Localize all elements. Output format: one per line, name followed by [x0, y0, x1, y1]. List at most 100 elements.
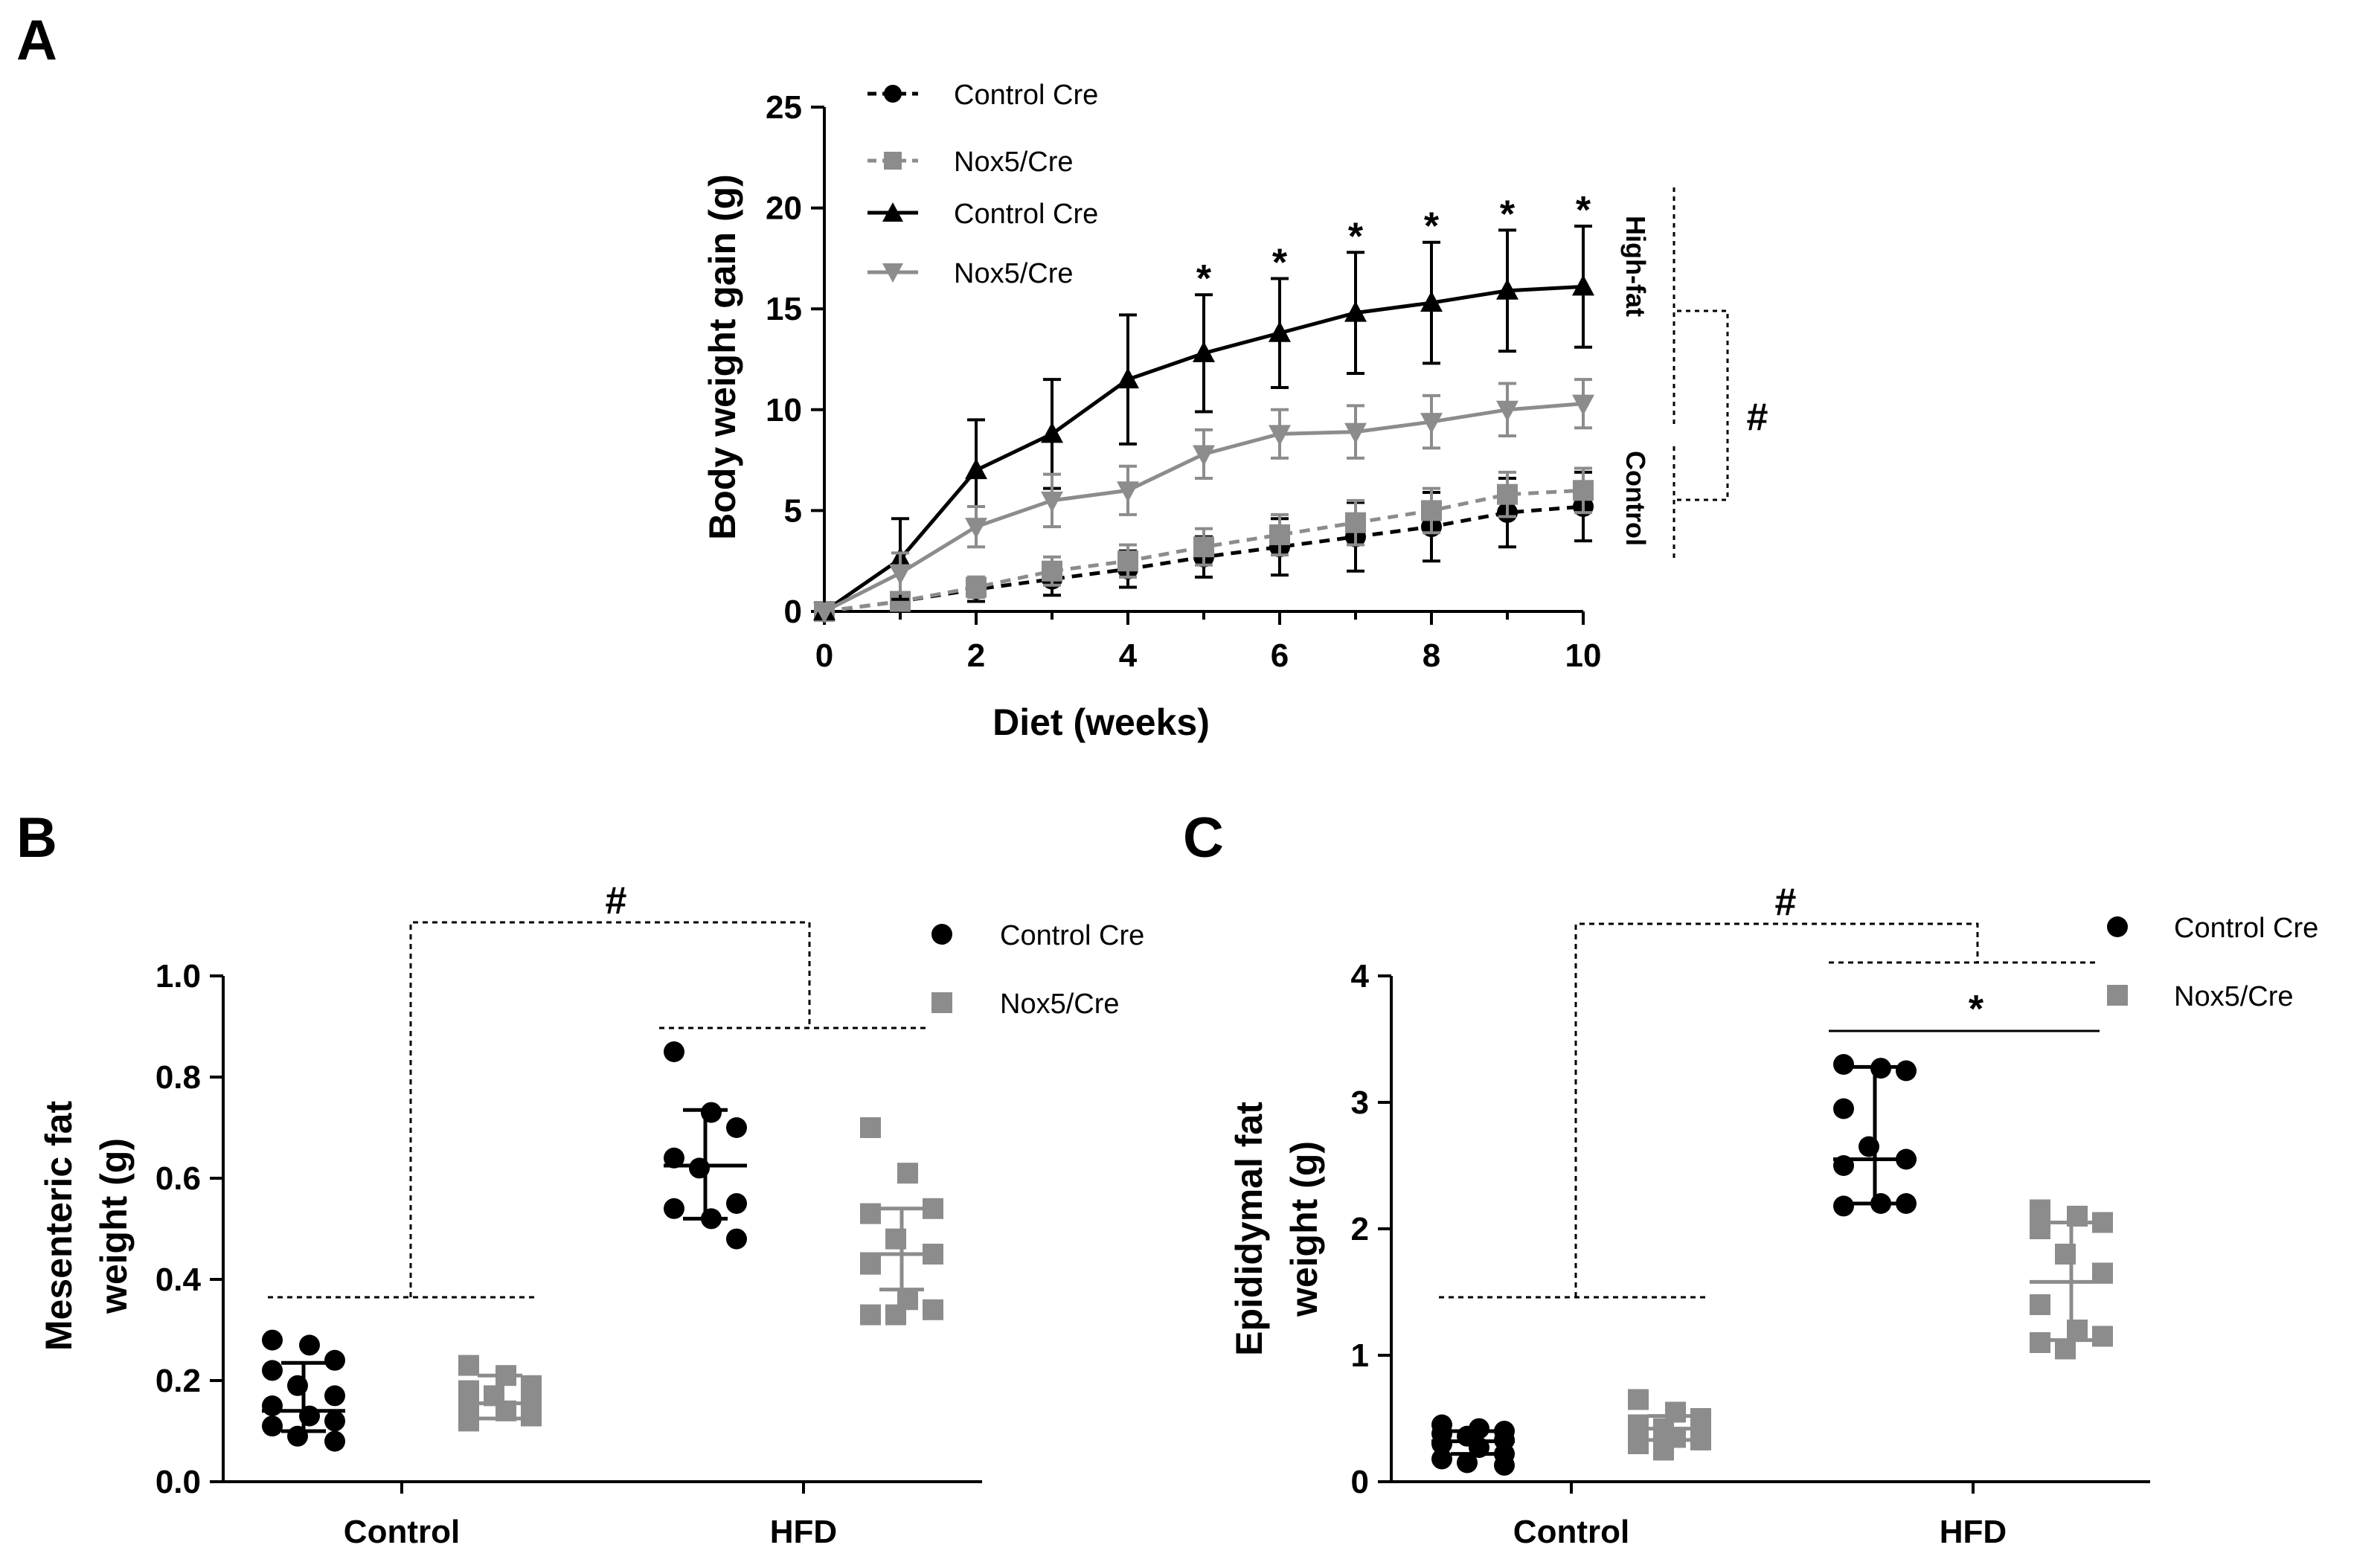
panel-a-data-point — [1117, 550, 1138, 572]
panel-a-data-point — [1344, 301, 1367, 322]
panel-b-data-point — [664, 1147, 684, 1169]
circle-marker-icon — [884, 85, 902, 103]
square-marker-icon — [2107, 985, 2128, 1006]
panel-c-y-tick-label: 2 — [1351, 1211, 1369, 1247]
panel-b-x-tick-label: Control — [344, 1514, 460, 1550]
panel-c-data-point — [1457, 1452, 1478, 1474]
panel-b-data-point — [521, 1405, 542, 1427]
panel-c-group-3 — [2030, 1199, 2113, 1360]
panel-c-hfd-significance-mark: * — [1969, 988, 1984, 1031]
panel-b-data-point — [299, 1405, 320, 1427]
panel-c-data-point — [2030, 1332, 2050, 1353]
panel-a-data-point — [1573, 480, 1594, 501]
panel-a-data-point — [1572, 394, 1594, 416]
panel-b-data-point — [262, 1395, 283, 1416]
panel-c-legend-label-1: Nox5/Cre — [2174, 981, 2294, 1012]
panel-a-data-point — [1269, 425, 1291, 446]
panel-c-group-1 — [1628, 1389, 1711, 1461]
panel-a-x-tick-label: 2 — [967, 637, 985, 674]
panel-c-group-0 — [1431, 1414, 1515, 1476]
panel-b-data-point — [860, 1203, 881, 1224]
circle-marker-icon — [931, 924, 952, 945]
panel-b-data-point — [701, 1208, 722, 1230]
panel-a-data-point — [1345, 512, 1366, 533]
panel-b-significance-bracket: # — [268, 879, 930, 1299]
panel-a-y-tick-label: 25 — [766, 89, 802, 126]
panel-a-data-point — [1421, 500, 1442, 521]
panel-b-chart: Mesenteric fat weight (g) Control Cre No… — [38, 879, 1144, 1550]
panel-c-data-point — [1870, 1058, 1891, 1079]
panel-b-group-1 — [458, 1355, 542, 1432]
panel-a-significance-mark: * — [1348, 215, 1364, 258]
panel-b-data-point — [324, 1430, 345, 1452]
panel-b-data-point — [496, 1400, 516, 1421]
panel-b-y-axis-title-line-2: weight (g) — [93, 1138, 135, 1314]
panel-c-chart: Epididymal fat weight (g) Control Cre No… — [1228, 881, 2318, 1550]
panel-a-data-point — [965, 518, 987, 539]
panel-a-group-label-control: Control — [1620, 451, 1651, 546]
panel-b-data-point — [324, 1349, 345, 1371]
panel-a-group-mark: # — [1747, 396, 1768, 439]
panel-c-data-point — [2030, 1199, 2050, 1221]
panel-a-data-point — [1496, 400, 1518, 422]
panel-c-data-point — [1833, 1155, 1854, 1176]
panel-c-data-point — [2092, 1262, 2113, 1284]
panel-c-data-point — [2092, 1212, 2113, 1233]
panel-a-x-tick-label: 0 — [815, 637, 833, 674]
panel-b-data-point — [923, 1198, 943, 1219]
panel-c-data-point — [1653, 1439, 1674, 1461]
panel-a-significance-mark: * — [1424, 205, 1440, 248]
panel-b-y-axis-title-line-1: Mesenteric fat — [38, 1101, 80, 1352]
panel-a-data-point — [1420, 291, 1443, 312]
panel-b-data-point — [923, 1244, 943, 1265]
panel-a-y-tick-label: 5 — [784, 492, 802, 529]
panel-c-data-point — [2092, 1326, 2113, 1347]
panel-b-y-tick-label: 0.2 — [155, 1363, 201, 1399]
panel-c-y-axis-title-line-1: Epididymal fat — [1228, 1102, 1270, 1356]
panel-c-legend-label-0: Control Cre — [2174, 913, 2318, 944]
panel-c-data-point — [1628, 1433, 1649, 1454]
panel-a-data-point — [966, 576, 987, 598]
panel-c-data-point — [1833, 1195, 1854, 1217]
panel-b-y-tick-label: 0.4 — [155, 1262, 202, 1298]
panel-a-data-point — [1117, 481, 1139, 503]
panel-b-data-point — [701, 1102, 722, 1123]
panel-a-legend-item-1: Nox5/Cre — [867, 147, 1074, 178]
panel-a-data-point — [965, 458, 987, 480]
panel-b-data-point — [726, 1193, 747, 1214]
panel-a-series-3 — [813, 378, 1594, 623]
panel-b-group-0 — [262, 1329, 345, 1452]
panel-c-x-tick-label: Control — [1513, 1514, 1629, 1550]
panel-b-data-point — [496, 1365, 516, 1387]
panel-b-data-point — [299, 1334, 320, 1356]
panel-a-data-point — [1497, 483, 1518, 505]
panel-a-series-1 — [814, 466, 1594, 622]
panel-c-data-point — [1858, 1136, 1879, 1157]
panel-c-data-point — [1833, 1054, 1854, 1075]
panel-a-y-axis-title: Body weight gain (g) — [702, 174, 743, 540]
panel-a-data-point — [1420, 413, 1443, 434]
panel-b-data-point — [262, 1329, 283, 1351]
panel-b-data-point — [860, 1253, 881, 1275]
panel-c-data-point — [2055, 1338, 2076, 1360]
panel-b-data-point — [885, 1304, 906, 1326]
panel-b-legend-label-0: Control Cre — [1000, 920, 1144, 951]
panel-c-y-tick-label: 3 — [1351, 1085, 1369, 1121]
panel-a-data-point — [1193, 341, 1215, 362]
panel-b-data-point — [664, 1041, 684, 1062]
triangle-up-marker-icon — [882, 202, 903, 222]
panel-a-legend-label-3: Nox5/Cre — [954, 258, 1074, 289]
panel-b-data-point — [458, 1355, 479, 1376]
panel-a-y-tick-label: 0 — [784, 594, 802, 630]
panel-a-data-point — [1041, 491, 1063, 513]
panel-a-data-point — [1344, 422, 1367, 444]
panel-b-group-3 — [860, 1117, 943, 1326]
panel-a-x-tick-label: 8 — [1423, 637, 1440, 674]
panel-a-x-tick-label: 10 — [1565, 637, 1602, 674]
panel-letter-a: A — [16, 9, 57, 72]
panel-a-legend-item-2: Control Cre — [867, 199, 1098, 230]
panel-c-data-point — [1494, 1454, 1515, 1476]
panel-a-data-point — [813, 603, 836, 623]
panel-c-y-tick-label: 0 — [1351, 1464, 1369, 1500]
panel-c-y-tick-label: 4 — [1351, 958, 1370, 995]
